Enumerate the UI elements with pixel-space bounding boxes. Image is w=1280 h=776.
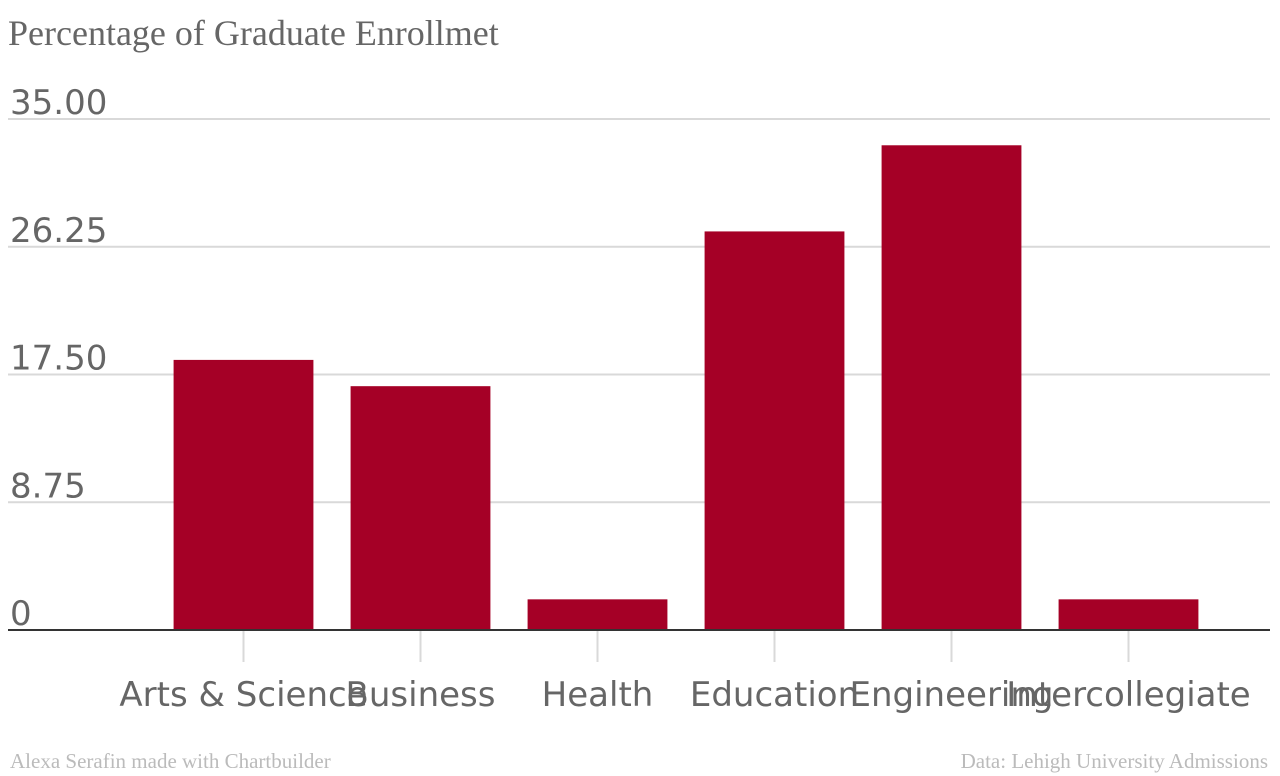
bar: [173, 359, 314, 630]
x-tick-label: Health: [542, 675, 654, 715]
x-axis: [8, 629, 1270, 662]
bars: [173, 145, 1199, 631]
x-tick-label: Engineering: [850, 675, 1054, 715]
x-tick-label: Business: [346, 675, 496, 715]
y-tick-label: 35.00: [10, 83, 107, 123]
y-axis-tick-labels: 0 8.75 17.50 26.25 35.00: [10, 83, 107, 634]
x-tick-label: Arts & Science: [119, 675, 367, 715]
chart-title: Percentage of Graduate Enrollmet: [8, 13, 499, 53]
x-tick-label: Intercollegiate: [1006, 675, 1250, 715]
bar: [704, 231, 845, 631]
data-source-text: Data: Lehigh University Admissions: [960, 749, 1268, 773]
y-tick-label: 26.25: [10, 211, 107, 251]
y-tick-label: 0: [10, 594, 32, 634]
bar: [350, 386, 491, 630]
bar: [881, 145, 1022, 630]
y-tick-label: 8.75: [10, 466, 86, 506]
y-tick-label: 17.50: [10, 339, 107, 379]
bar: [527, 599, 668, 630]
x-tick-label: Education: [690, 675, 859, 715]
bar: [1058, 599, 1199, 630]
credit-text: Alexa Serafin made with Chartbuilder: [10, 749, 331, 773]
